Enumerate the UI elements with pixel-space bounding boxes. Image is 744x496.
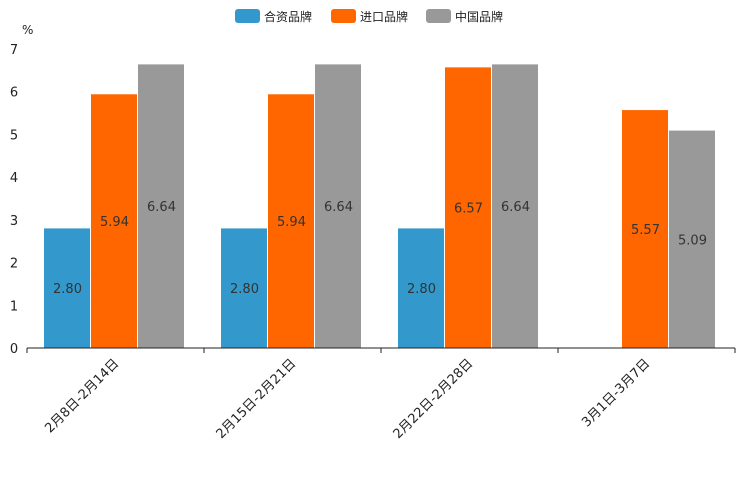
legend-label: 进口品牌 <box>360 10 408 24</box>
data-label: 2.80 <box>230 282 259 297</box>
y-tick-label: 6 <box>10 86 18 101</box>
bar <box>398 228 444 348</box>
bars: 2.80 2.80 2.80 5.94 5.94 6.57 5.57 6.64 6.64 6.64… <box>44 64 715 349</box>
data-label: 6.57 <box>454 202 483 217</box>
x-tick-label: 2月8日-2月14日 <box>42 356 122 436</box>
y-tick-label: 0 <box>10 342 18 357</box>
y-axis: 0 1 2 3 4 5 6 7 <box>10 43 18 357</box>
legend-label: 中国品牌 <box>455 9 503 24</box>
bar <box>221 228 267 348</box>
y-tick-label: 4 <box>10 171 18 186</box>
legend-swatch <box>331 9 356 23</box>
data-label: 6.64 <box>147 200 176 215</box>
bar <box>44 228 90 348</box>
y-tick-label: 7 <box>10 43 18 58</box>
x-tick-label: 3月1日-3月7日 <box>579 356 653 430</box>
data-label: 2.80 <box>53 282 82 297</box>
bar <box>622 110 668 349</box>
y-tick-label: 3 <box>10 214 18 229</box>
bar <box>445 67 491 349</box>
bar <box>268 94 314 348</box>
y-tick-label: 5 <box>10 128 18 143</box>
legend-swatch <box>235 9 260 23</box>
bar <box>315 64 361 349</box>
bar <box>91 94 137 348</box>
y-tick-label: 2 <box>10 257 18 272</box>
data-label: 5.09 <box>678 233 707 248</box>
data-label: 6.64 <box>324 200 353 215</box>
data-label: 2.80 <box>407 282 436 297</box>
x-axis: 2月8日-2月14日 2月15日-2月21日 2月22日-2月28日 3月1日-3月7… <box>26 347 736 442</box>
y-axis-unit-label: % <box>22 23 33 37</box>
bar <box>138 64 184 349</box>
y-tick-label: 1 <box>10 299 18 314</box>
bar <box>669 130 715 348</box>
data-label: 6.64 <box>501 200 530 215</box>
x-tick-label: 2月22日-2月28日 <box>391 356 477 442</box>
data-label: 5.94 <box>277 215 306 230</box>
data-label: 5.94 <box>100 215 129 230</box>
bar <box>492 64 538 349</box>
data-label: 5.57 <box>631 223 660 238</box>
legend-label: 合资品牌 <box>264 9 312 24</box>
x-tick-label: 2月15日-2月21日 <box>214 356 300 442</box>
legend: 合资品牌 进口品牌 中国品牌 <box>235 9 503 24</box>
legend-swatch <box>426 9 451 23</box>
